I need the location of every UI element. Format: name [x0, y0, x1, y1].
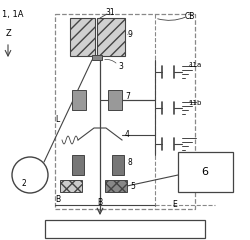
Bar: [105, 180, 127, 192]
Bar: [92, 55, 102, 60]
Text: 1, 1A: 1, 1A: [2, 10, 24, 19]
Text: 9: 9: [128, 30, 133, 39]
Text: E: E: [172, 200, 177, 209]
Text: B: B: [55, 195, 60, 204]
Bar: [72, 155, 84, 175]
Text: 2: 2: [22, 179, 27, 187]
Text: B: B: [98, 198, 102, 207]
Text: CB: CB: [185, 12, 196, 21]
Text: L: L: [55, 115, 59, 125]
Text: 31: 31: [105, 8, 115, 17]
Text: Z: Z: [5, 29, 11, 38]
Text: 7: 7: [125, 92, 130, 101]
Text: 8: 8: [127, 158, 132, 167]
Text: 6: 6: [202, 167, 208, 177]
Text: 3: 3: [118, 62, 123, 71]
Bar: [60, 180, 82, 192]
Text: 4: 4: [125, 130, 130, 139]
Bar: [72, 90, 86, 110]
Bar: [55, 14, 195, 209]
Bar: [45, 220, 205, 238]
Bar: [108, 90, 122, 110]
Bar: [70, 18, 95, 56]
Bar: [178, 152, 233, 192]
Text: 11a: 11a: [188, 62, 201, 68]
Bar: [112, 155, 124, 175]
Text: 5: 5: [130, 182, 135, 191]
Bar: [97, 18, 125, 56]
Text: 11b: 11b: [188, 100, 202, 106]
